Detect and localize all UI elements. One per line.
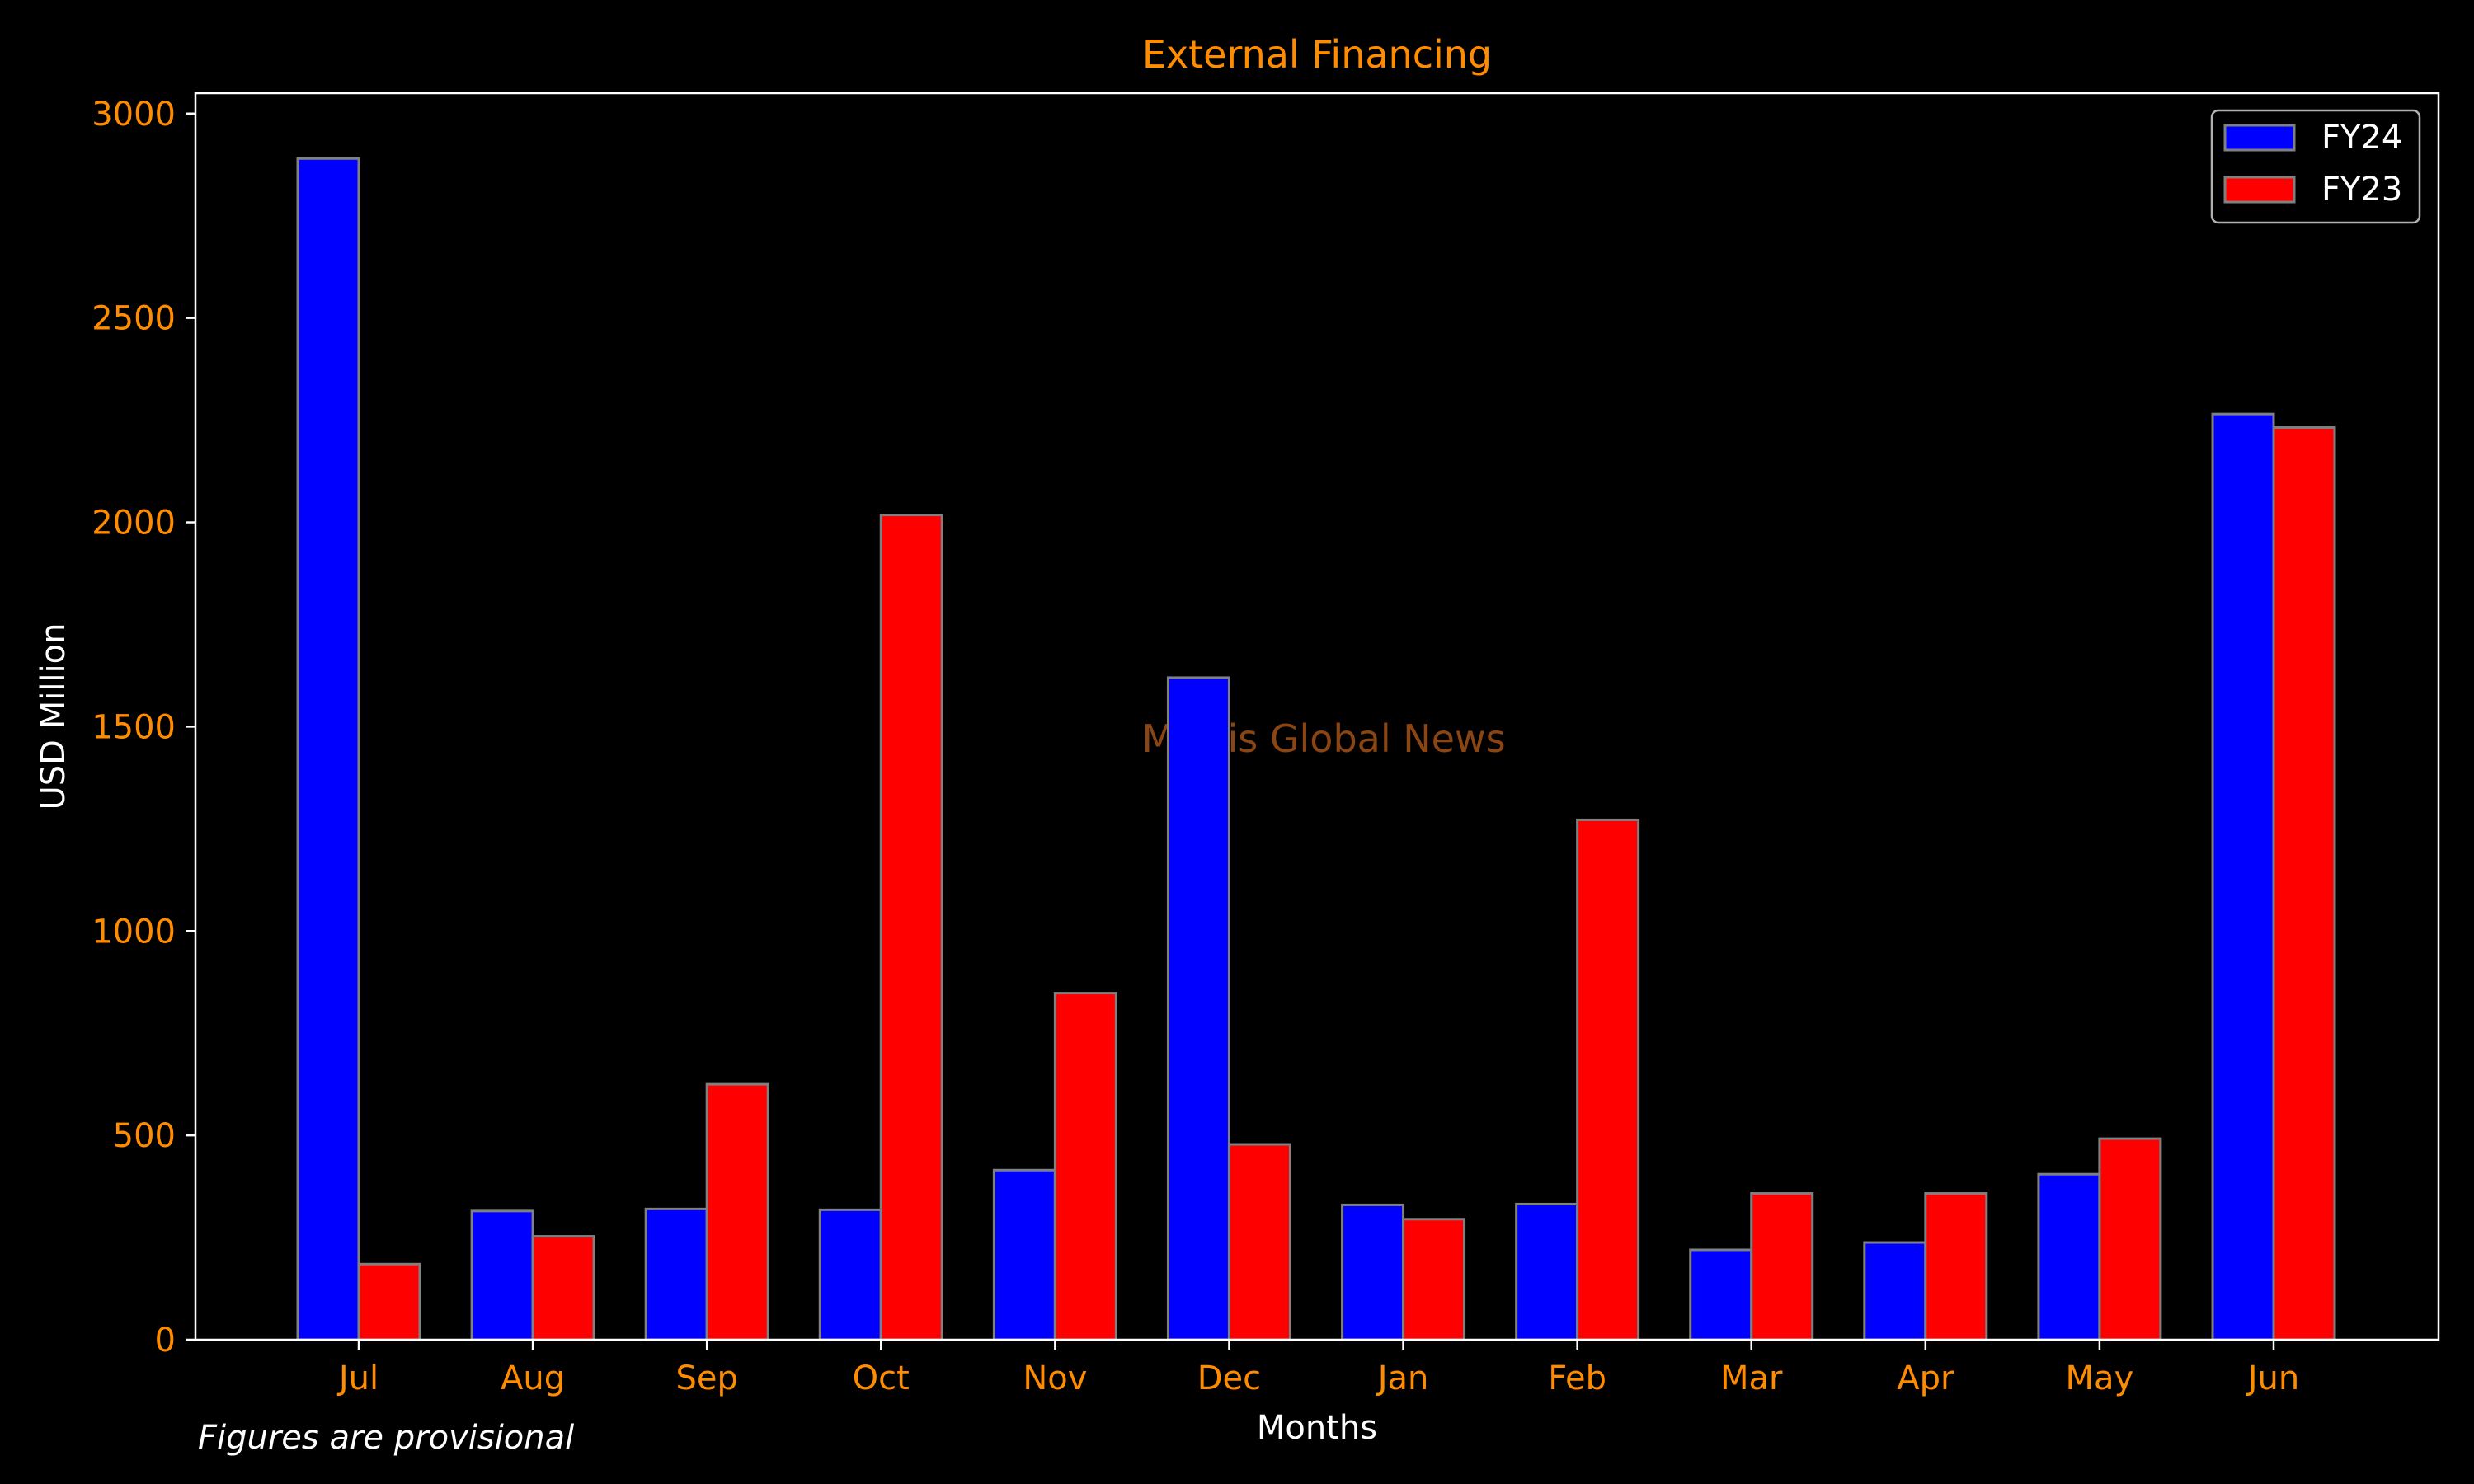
bar-fy23-nov	[1053, 992, 1117, 1341]
x-tick-label-may: May	[2066, 1360, 2134, 1397]
x-tick-label-feb: Feb	[1548, 1360, 1606, 1397]
y-tick-label: 2500	[92, 300, 176, 338]
bar-fy24-jul	[296, 157, 360, 1341]
x-tick-label-jan: Jan	[1376, 1360, 1429, 1397]
bar-fy24-aug	[470, 1209, 534, 1341]
footnote: Figures are provisional	[198, 1419, 574, 1457]
legend-swatch-fy23	[2223, 176, 2296, 204]
legend-label-fy24: FY24	[2321, 119, 2402, 157]
y-axis-label: USD Million	[35, 623, 73, 810]
y-tick-label: 3000	[92, 96, 176, 134]
bar-fy24-jan	[1341, 1203, 1405, 1341]
bar-fy24-oct	[818, 1208, 882, 1341]
bar-fy24-dec	[1166, 676, 1230, 1341]
x-tick-label-jun: Jun	[2246, 1360, 2300, 1397]
bar-fy24-apr	[1863, 1241, 1927, 1341]
bar-fy23-sep	[705, 1082, 769, 1341]
bar-fy23-jul	[357, 1262, 421, 1341]
legend-label-fy23: FY23	[2321, 171, 2402, 209]
bar-fy23-apr	[1924, 1192, 1988, 1341]
x-tick-label-apr: Apr	[1897, 1360, 1954, 1397]
bar-fy24-feb	[1515, 1202, 1579, 1341]
x-tick-label-sep: Sep	[675, 1360, 737, 1397]
bar-fy24-jun	[2211, 412, 2275, 1341]
y-tick-label: 1500	[92, 708, 176, 746]
bar-fy24-nov	[992, 1168, 1056, 1341]
legend: FY24 FY23	[2210, 109, 2421, 224]
bar-fy23-feb	[1576, 818, 1640, 1341]
bar-fy23-jun	[2272, 426, 2336, 1341]
x-tick-label-jul: Jul	[336, 1360, 379, 1397]
chart-title: External Financing	[1142, 32, 1492, 77]
legend-swatch-fy24	[2223, 124, 2296, 152]
x-axis-label: Months	[1257, 1409, 1377, 1447]
y-tick-label: 1000	[92, 913, 176, 951]
bar-fy23-aug	[531, 1235, 595, 1341]
x-tick-label-nov: Nov	[1023, 1360, 1087, 1397]
bar-fy23-oct	[879, 514, 943, 1341]
x-tick-label-aug: Aug	[501, 1360, 565, 1397]
bar-fy23-mar	[1750, 1192, 1814, 1341]
y-tick-label: 0	[155, 1322, 176, 1360]
x-tick-label-dec: Dec	[1197, 1360, 1261, 1397]
bar-fy24-sep	[644, 1207, 708, 1341]
x-tick-label-oct: Oct	[853, 1360, 910, 1397]
bar-fy23-dec	[1227, 1143, 1291, 1341]
bar-fy24-may	[2037, 1172, 2101, 1341]
bar-fy23-jan	[1402, 1218, 1466, 1341]
y-tick-label: 2000	[92, 505, 176, 542]
x-tick-label-mar: Mar	[1720, 1360, 1783, 1397]
bar-fy23-may	[2098, 1137, 2162, 1341]
bar-fy24-mar	[1689, 1248, 1753, 1341]
y-tick-label: 500	[113, 1117, 176, 1155]
plot-frame	[194, 92, 2440, 1341]
